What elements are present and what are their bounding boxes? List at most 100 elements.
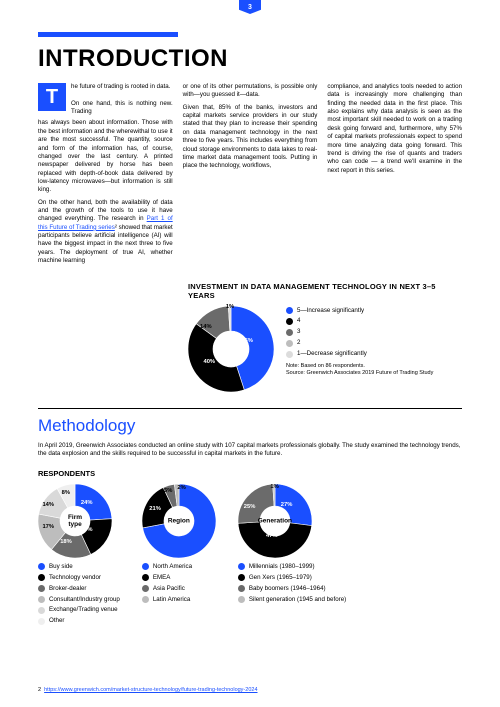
slice-pct-label: 1%: [270, 484, 278, 490]
slice-pct-label: 14%: [200, 324, 212, 330]
intro-col2-p2: Given that, 85% of the banks, investors …: [183, 104, 318, 171]
footnote-num: 2: [38, 687, 41, 693]
intro-col1-p1: has always been about information. Those…: [38, 119, 173, 194]
legend-swatch: [38, 563, 45, 570]
legend-swatch: [38, 596, 45, 603]
legend-row: Baby boomers (1946–1964): [238, 584, 346, 594]
slice-pct-label: 25%: [244, 504, 256, 510]
slice-pct-label: 2%: [177, 485, 185, 491]
legend-label: North America: [153, 562, 192, 572]
legend-label: Asia Pacific: [153, 584, 185, 594]
legend-swatch: [142, 563, 149, 570]
slice-pct-label: 45%: [241, 338, 253, 344]
slice-pct-label: 24%: [81, 500, 93, 506]
intro-col2-p1: or one of its other permutations, is pos…: [183, 83, 318, 100]
legend-row: 3: [286, 327, 433, 337]
legend-label: Buy side: [49, 562, 73, 572]
legend-row: Consultant/Industry group: [38, 595, 120, 605]
respondents-title: RESPONDENTS: [38, 469, 462, 478]
slice-pct-label: 27%: [281, 502, 293, 508]
intro-col3-p1: compliance, and analytics tools needed t…: [327, 83, 462, 175]
footnote: 2 https://www.greenwich.com/market-struc…: [38, 687, 258, 693]
page-title: INTRODUCTION: [38, 45, 462, 73]
legend-label: 3: [297, 327, 300, 337]
generation-donut: 27% 47% 25% 1% Generation: [238, 484, 312, 558]
firm-donut: 24%19%18%17%14%8%Firm type: [38, 484, 112, 558]
legend-label: Millennials (1980–1999): [249, 562, 315, 572]
legend-swatch: [38, 607, 45, 614]
intro-col1-p2: On the other hand, both the availability…: [38, 199, 173, 266]
dropcap-letter: T: [38, 83, 66, 111]
legend-swatch: [238, 585, 245, 592]
legend-swatch: [286, 329, 293, 336]
legend-swatch: [238, 574, 245, 581]
legend-row: Other: [38, 616, 120, 626]
legend-swatch: [286, 307, 293, 314]
legend-row: 5—Increase significantly: [286, 306, 433, 316]
donut-center-label: Region: [168, 517, 190, 524]
legend-row: Exchange/Trading venue: [38, 605, 120, 615]
legend-swatch: [142, 585, 149, 592]
slice-pct-label: 72%: [171, 530, 183, 536]
legend-row: Broker-dealer: [38, 584, 120, 594]
legend-label: Technology vendor: [49, 573, 101, 583]
legend-label: EMEA: [153, 573, 171, 583]
legend-row: North America: [142, 562, 192, 572]
region-legend: North AmericaEMEAAsia PacificLatin Ameri…: [142, 562, 192, 606]
donut-center-label: Generation: [258, 517, 292, 524]
legend-row: Buy side: [38, 562, 120, 572]
slice-pct-label: 8%: [62, 490, 70, 496]
legend-row: 1—Decrease significantly: [286, 349, 433, 359]
slice-pct-label: 14%: [42, 502, 54, 508]
legend-row: Millennials (1980–1999): [238, 562, 346, 572]
divider-rule: [38, 408, 462, 409]
intro-columns: T he future of trading is rooted in data…: [38, 83, 462, 270]
legend-label: Latin America: [153, 595, 191, 605]
legend-note: Note: Based on 86 respondents. Source: G…: [286, 363, 433, 377]
legend-swatch: [142, 596, 149, 603]
intro-col-2: or one of its other permutations, is pos…: [183, 83, 318, 270]
invest-legend: 5—Increase significantly4321—Decrease si…: [286, 306, 433, 378]
intro-lead-text: he future of trading is rooted in data. …: [71, 83, 173, 116]
legend-swatch: [142, 574, 149, 581]
legend-swatch: [238, 596, 245, 603]
methodology-desc: In April 2019, Greenwich Associates cond…: [38, 442, 462, 459]
legend-swatch: [38, 618, 45, 625]
donut-center-label: Firm type: [68, 514, 82, 528]
slice-pct-label: 17%: [42, 524, 54, 530]
slice-pct-label: 1%: [226, 304, 234, 310]
legend-row: Technology vendor: [38, 573, 120, 583]
invest-donut: 45% 40% 14% 1%: [188, 306, 274, 392]
legend-label: Silent generation (1945 and before): [249, 595, 346, 605]
slice-pct-label: 47%: [266, 533, 278, 539]
legend-label: Other: [49, 616, 64, 626]
firm-legend: Buy sideTechnology vendorBroker-dealerCo…: [38, 562, 120, 628]
legend-swatch: [38, 574, 45, 581]
legend-label: 4: [297, 316, 300, 326]
generation-legend: Millennials (1980–1999)Gen Xers (1965–19…: [238, 562, 346, 606]
legend-swatch: [38, 585, 45, 592]
slice-pct-label: 21%: [149, 506, 161, 512]
legend-row: Gen Xers (1965–1979): [238, 573, 346, 583]
invest-chart-section: INVESTMENT IN DATA MANAGEMENT TECHNOLOGY…: [38, 282, 462, 392]
footnote-link[interactable]: https://www.greenwich.com/market-structu…: [44, 687, 257, 693]
methodology-title: Methodology: [38, 416, 462, 436]
slice-pct-label: 5%: [164, 488, 172, 494]
legend-row: 2: [286, 338, 433, 348]
invest-chart-title: INVESTMENT IN DATA MANAGEMENT TECHNOLOGY…: [38, 282, 462, 300]
legend-label: Consultant/Industry group: [49, 595, 120, 605]
slice-pct-label: 19%: [81, 527, 93, 533]
legend-swatch: [286, 351, 293, 358]
intro-col-3: compliance, and analytics tools needed t…: [327, 83, 462, 270]
page-content: INTRODUCTION T he future of trading is r…: [0, 0, 500, 647]
intro-col-1: T he future of trading is rooted in data…: [38, 83, 173, 270]
legend-label: 2: [297, 338, 300, 348]
region-donut: 72% 21% 5% 2% Region: [142, 484, 216, 558]
region-col: 72% 21% 5% 2% Region North AmericaEMEAAsia P…: [142, 484, 216, 628]
legend-label: Gen Xers (1965–1979): [249, 573, 312, 583]
title-accent-bar: [38, 32, 178, 37]
slice-pct-label: 40%: [203, 359, 215, 365]
legend-swatch: [286, 318, 293, 325]
legend-label: 1—Decrease significantly: [297, 349, 367, 359]
legend-row: 4: [286, 316, 433, 326]
